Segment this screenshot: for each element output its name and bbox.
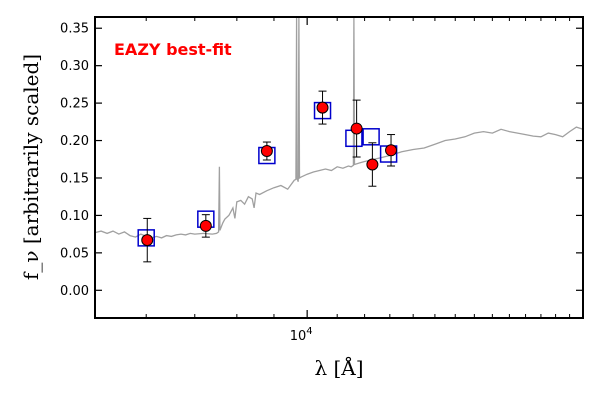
observed-photometry-point (199, 219, 212, 232)
y-tick-label: 0.05 (60, 246, 89, 261)
y-tick-label: 0.30 (60, 59, 89, 74)
observed-photometry-point (260, 145, 273, 158)
x-tick-exponent: 4 (306, 326, 312, 337)
chart-annotation: EAZY best-fit (114, 40, 232, 59)
y-axis: 0.00 0.05 0.10 0.15 0.20 0.25 0.30 0.35 (60, 22, 583, 299)
y-tick-label: 0.25 (60, 97, 89, 112)
observed-photometry-point (141, 234, 154, 247)
y-tick-label: 0.10 (60, 209, 89, 224)
model-photometry-point (362, 128, 380, 146)
observed-photometry-point (316, 101, 329, 114)
y-tick-label: 0.35 (60, 22, 89, 37)
y-tick-label: 0.15 (60, 171, 89, 186)
observed-photometry-point (350, 122, 363, 135)
x-axis-label: λ [Å] (314, 355, 363, 380)
y-axis-label: f_ν [arbitrarily scaled] (19, 54, 43, 280)
plot-area (94, 16, 584, 263)
y-tick-label: 0.00 (60, 284, 89, 299)
plot-frame (94, 16, 584, 319)
x-axis: 104 (145, 17, 584, 344)
observed-photometry-point (385, 144, 398, 157)
x-tick-label: 104 (290, 326, 313, 344)
spectrum-line (94, 16, 584, 239)
observed-photometry-point (366, 158, 379, 171)
y-tick-label: 0.20 (60, 134, 89, 149)
